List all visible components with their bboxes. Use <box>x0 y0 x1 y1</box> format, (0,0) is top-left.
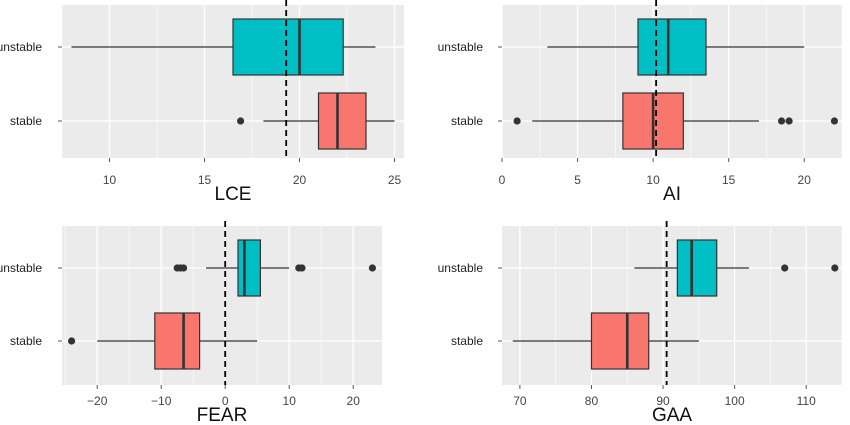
outlier-point <box>68 337 76 345</box>
x-tick-label: 0 <box>222 394 229 408</box>
iqr-box <box>154 312 201 370</box>
iqr-box <box>237 239 261 297</box>
x-tick-label: 20 <box>798 173 812 187</box>
panel-background <box>502 226 842 385</box>
x-tick-label: −20 <box>87 394 108 408</box>
x-tick-label: 20 <box>293 173 307 187</box>
x-tick-label: 10 <box>103 173 117 187</box>
x-axis-label: LCE <box>215 184 252 205</box>
box-unstable <box>634 239 839 297</box>
x-tick-label: 10 <box>283 394 297 408</box>
box-stable <box>237 92 395 150</box>
box-stable <box>512 312 699 370</box>
outlier-point <box>831 264 839 272</box>
y-category-label: stable <box>451 334 483 348</box>
y-category-label: unstable <box>0 40 42 54</box>
outlier-point <box>777 117 786 125</box>
y-category-label: unstable <box>438 261 484 275</box>
x-tick-label: 70 <box>513 394 527 408</box>
x-axis-label: FEAR <box>197 405 248 425</box>
x-axis-label: GAA <box>652 405 692 425</box>
y-category-label: stable <box>10 114 42 128</box>
x-tick-label: −10 <box>151 394 172 408</box>
box-stable <box>68 312 258 370</box>
box-unstable <box>173 239 376 297</box>
x-tick-label: 100 <box>725 394 745 408</box>
x-tick-label: 15 <box>198 173 212 187</box>
outlier-point <box>513 117 521 125</box>
outlier-point <box>237 117 245 125</box>
outlier-point <box>785 117 793 125</box>
box-unstable <box>547 18 805 76</box>
panel-background <box>62 226 382 385</box>
iqr-box <box>232 18 344 76</box>
box-stable <box>513 92 839 150</box>
chart-panel-ai: 0 5 10 15 20 unstable stable AI <box>438 0 843 205</box>
y-category-label: unstable <box>438 40 484 54</box>
x-tick-label: 0 <box>499 173 506 187</box>
iqr-box <box>637 18 707 76</box>
box-unstable <box>71 18 376 76</box>
outlier-point <box>368 264 376 272</box>
x-tick-label: 80 <box>585 394 599 408</box>
y-category-label: stable <box>10 334 42 348</box>
x-tick-label: 5 <box>574 173 581 187</box>
outlier-point <box>781 264 789 272</box>
iqr-box <box>317 92 367 150</box>
iqr-box <box>590 312 650 370</box>
y-category-label: unstable <box>0 261 42 275</box>
chart-panel-lce: 10 15 20 25 unstable stable LCE <box>0 0 404 205</box>
x-tick-label: 20 <box>347 394 361 408</box>
x-tick-label: 25 <box>388 173 402 187</box>
x-axis-label: AI <box>663 184 681 205</box>
x-tick-label: 110 <box>797 394 816 408</box>
y-category-label: stable <box>451 114 483 128</box>
iqr-box <box>676 239 718 297</box>
x-tick-label: 15 <box>722 173 736 187</box>
x-tick-label: 90 <box>656 394 670 408</box>
chart-panel-fear: −20 −10 0 10 20 unstable stable FEAR <box>0 221 382 425</box>
outlier-point <box>830 117 839 125</box>
outlier-point <box>298 264 306 272</box>
outlier-point <box>180 264 188 272</box>
x-tick-label: 10 <box>646 173 660 187</box>
chart-panel-gaa: 70 80 90 100 110 unstable stable GAA <box>438 221 843 425</box>
